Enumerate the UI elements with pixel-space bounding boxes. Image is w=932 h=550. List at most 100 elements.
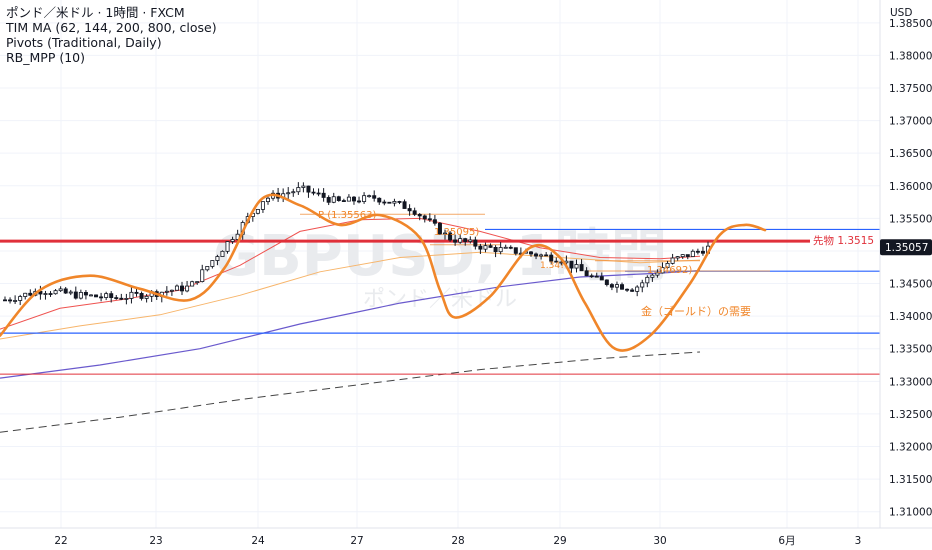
candle-body (695, 250, 700, 253)
price-tick-label: 1.32500 (889, 409, 932, 421)
candle-body (341, 200, 346, 202)
candle-body (427, 218, 432, 221)
candle-body (448, 232, 453, 241)
candle-body (215, 256, 220, 261)
candle-body (549, 254, 554, 262)
candle-body (589, 275, 594, 278)
orange-curve-path (0, 193, 767, 352)
orange-forecast-curve (0, 193, 767, 352)
candle-body (478, 245, 483, 250)
candle-body (620, 284, 625, 290)
candle-body (493, 247, 498, 253)
candle-body (392, 201, 397, 204)
candle-body (13, 300, 18, 302)
candle-body (483, 245, 488, 250)
candle-body (109, 293, 114, 298)
candle-body (144, 295, 149, 299)
candle-body (604, 279, 609, 285)
candle-body (700, 250, 705, 254)
candle-body (18, 296, 23, 301)
chart-legend: ポンド／米ドル · 1時間 · FXCM TIM MA (62, 144, 20… (6, 5, 217, 65)
candle-body (68, 291, 73, 294)
time-tick-label: 6月 (778, 535, 795, 547)
candle-body (104, 293, 109, 298)
gold-demand-label: 金（ゴールド）の需要 (641, 304, 751, 318)
candle-body (195, 281, 200, 284)
candle-body (443, 232, 448, 235)
candle-body (99, 296, 104, 299)
time-tick-label: 22 (54, 535, 67, 547)
candle-body (53, 290, 58, 295)
candle-body (387, 201, 392, 204)
candle-body (331, 196, 336, 203)
legend-indicator-1[interactable]: TIM MA (62, 144, 200, 800, close) (6, 20, 217, 35)
ma-purple-line (0, 269, 701, 379)
candle-body (625, 288, 630, 291)
candle-body (680, 254, 685, 258)
candle-body (367, 195, 372, 198)
candle-body (650, 274, 655, 278)
candle-body (640, 282, 645, 288)
candle-body (94, 294, 99, 298)
candle-body (3, 299, 8, 302)
time-tick-label: 28 (451, 535, 464, 547)
time-tick-label: 29 (553, 535, 566, 547)
horizontal-levels (0, 213, 884, 375)
time-axis[interactable]: 22 23 24 27 28 29 30 6月 3 (54, 535, 861, 547)
candle-body (28, 292, 33, 296)
candle-body (78, 292, 83, 299)
candle-body (296, 187, 301, 193)
candle-body (498, 247, 503, 253)
candle-body (23, 292, 28, 297)
candle-body (73, 291, 78, 299)
candle-body (346, 196, 351, 202)
candle-body (286, 192, 291, 195)
price-tick-label: 1.36000 (889, 181, 932, 193)
candle-body (468, 239, 473, 242)
time-tick-label: 24 (251, 535, 265, 547)
price-tick-label: 1.33500 (889, 344, 932, 356)
candle-body (569, 260, 574, 269)
candle-body (362, 195, 367, 202)
candle-body (190, 281, 195, 287)
candle-body (437, 222, 442, 235)
price-tick-label: 1.33000 (889, 376, 932, 388)
legend-title[interactable]: ポンド／米ドル · 1時間 · FXCM (6, 5, 185, 20)
price-tick-label: 1.31500 (889, 474, 932, 486)
price-axis-currency: USD (890, 7, 912, 19)
candle-body (174, 285, 179, 291)
candle-body (306, 185, 311, 193)
candle-body (372, 195, 377, 199)
candle-body (139, 293, 144, 299)
candle-body (48, 293, 53, 295)
legend-indicator-2[interactable]: Pivots (Traditional, Daily) (6, 35, 162, 50)
candle-body (205, 266, 210, 271)
candle-body (63, 288, 68, 294)
candle-body (291, 191, 296, 194)
price-axis[interactable]: 1.38500 1.38000 1.37500 1.37000 1.36500 1.360… (889, 18, 932, 519)
candle-body (432, 219, 437, 224)
candle-body (316, 192, 321, 195)
candle-body (230, 239, 235, 242)
candle-body (614, 284, 619, 288)
candle-body (43, 293, 48, 295)
legend-indicator-3[interactable]: RB_MPP (10) (6, 50, 86, 65)
candle-body (690, 250, 695, 257)
pivot-label-3: 1.34692) (647, 265, 692, 276)
candle-body (357, 200, 362, 203)
candle-body (210, 260, 215, 267)
candle-body (321, 192, 326, 198)
pivot-label-1: P (1.35563) (318, 210, 376, 221)
price-tick-label: 1.35500 (889, 213, 932, 225)
candle-body (311, 191, 316, 194)
candle-body (594, 275, 599, 278)
futures-label: 先物 1.3515 (813, 234, 874, 247)
price-tick-label: 1.37500 (889, 83, 932, 95)
time-tick-label: 23 (149, 535, 162, 547)
candle-body (539, 254, 544, 257)
pivot-label-2: 1.35095) (434, 227, 479, 238)
candle-body (129, 291, 134, 299)
time-tick-label: 30 (653, 535, 666, 547)
candle-body (412, 210, 417, 215)
